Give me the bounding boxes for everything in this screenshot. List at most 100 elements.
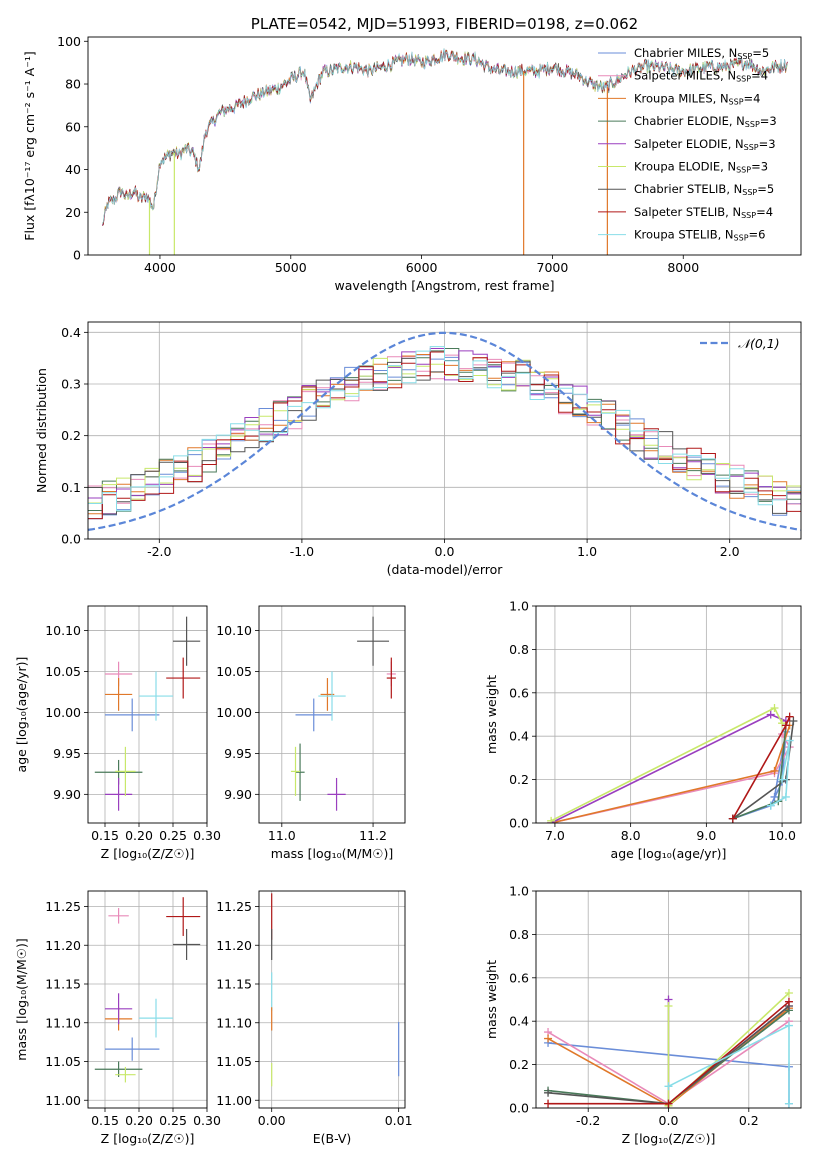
legend-entry: Salpeter ELODIE, NSSP=3 — [634, 137, 776, 152]
y-tick-label: 0.8 — [509, 642, 529, 657]
y-tick-label: 11.10 — [216, 1015, 252, 1030]
x-tick-label: 8000 — [667, 260, 699, 275]
legend-entry: Chabrier ELODIE, NSSP=3 — [634, 114, 777, 129]
y-tick-label: 11.05 — [216, 1054, 252, 1069]
x-tick-label: 8.0 — [621, 828, 641, 843]
x-tick-label: 4000 — [144, 260, 176, 275]
y-tick-label: 11.10 — [45, 1015, 81, 1030]
x-axis-label: Z [log₁₀(Z/Z☉)] — [101, 846, 195, 861]
x-tick-label: 0.0 — [435, 544, 455, 559]
weight-marker — [664, 1099, 673, 1108]
y-tick-label: 10.05 — [45, 664, 81, 679]
y-tick-label: 11.15 — [45, 977, 81, 992]
x-axis-label: Z [log₁₀(Z/Z☉)] — [101, 1131, 195, 1146]
legend-entry: Salpeter STELIB, NSSP=4 — [634, 205, 773, 220]
legend-entry: Chabrier STELIB, NSSP=5 — [634, 182, 774, 197]
y-tick-label: 100 — [57, 34, 81, 49]
y-tick-label: 9.90 — [224, 787, 252, 802]
weight-marker — [728, 814, 737, 823]
y-axis-label: Normed distribution — [34, 368, 49, 493]
error-bar-point — [108, 908, 129, 924]
x-tick-label: 0.0 — [659, 1113, 679, 1128]
axes-frame — [87, 890, 208, 1109]
error-bar-point — [386, 657, 396, 699]
error-bar-point — [166, 897, 201, 936]
panel-8: -0.2 0.0 0.2 0.0 0.2 0.4 0.6 0.8 1.0 Z [log₁₀(Z/Z… — [484, 884, 802, 1146]
y-tick-label: 80 — [65, 77, 81, 92]
x-tick-label: 0.25 — [159, 1113, 187, 1128]
x-tick-label: -0.2 — [576, 1113, 600, 1128]
weight-marker — [664, 1002, 673, 1011]
histogram-step — [88, 351, 801, 520]
y-tick-label: 11.00 — [216, 1093, 252, 1108]
weight-marker — [784, 1099, 793, 1108]
panel-3: 0.15 0.20 0.25 0.30 9.90 9.95 10.00 10.05 10.10 Z… — [14, 605, 221, 861]
weight-line — [550, 733, 791, 823]
y-tick-label: 9.90 — [53, 787, 81, 802]
weight-marker — [784, 988, 793, 997]
y-tick-label: 11.15 — [216, 977, 252, 992]
y-tick-label: 10.00 — [45, 705, 81, 720]
x-tick-label: 0.20 — [125, 1113, 153, 1128]
legend-entry: Kroupa MILES, NSSP=4 — [634, 91, 760, 106]
x-tick-label: 0.30 — [193, 828, 221, 843]
x-tick-label: -1.0 — [290, 544, 314, 559]
y-axis-label: age [log₁₀(age/yr)] — [14, 657, 29, 773]
panel-1: 4000 5000 6000 7000 8000 0 20 40 60 80 100 PLATE=05… — [22, 15, 802, 293]
error-bar-point — [173, 616, 201, 666]
weight-marker — [789, 717, 798, 726]
y-tick-label: 0.6 — [509, 685, 529, 700]
error-bar-point — [327, 777, 346, 811]
plot-area — [94, 897, 201, 1083]
y-tick-label: 9.95 — [224, 746, 252, 761]
error-bar-point — [105, 1037, 160, 1061]
x-tick-label: 5000 — [275, 260, 307, 275]
y-tick-label: 10.00 — [216, 705, 252, 720]
x-tick-label: 1.0 — [577, 544, 597, 559]
weight-marker — [770, 703, 779, 712]
weight-marker — [785, 712, 794, 721]
panel-7: 0.00 0.01 11.00 11.05 11.10 11.15 11.20 11.25 E(… — [216, 890, 413, 1146]
legend-entry: Kroupa ELODIE, NSSP=3 — [634, 160, 768, 175]
weight-marker — [664, 1082, 673, 1091]
x-tick-label: 0.20 — [125, 828, 153, 843]
y-tick-label: 0.2 — [509, 1057, 529, 1072]
y-tick-label: 0.0 — [509, 1101, 529, 1116]
axes-frame — [258, 890, 406, 1109]
axes-frame — [535, 605, 802, 824]
y-tick-label: 0.0 — [61, 532, 81, 547]
plot-area — [102, 48, 788, 255]
x-tick-label: 0.15 — [91, 1113, 119, 1128]
error-bar-point — [105, 678, 133, 711]
plot-area — [94, 616, 201, 811]
panel-2: -2.0 -1.0 0.0 1.0 2.0 0.0 0.1 0.2 0.3 0.4 (data-mo… — [34, 321, 802, 577]
x-tick-label: 0.00 — [258, 1113, 286, 1128]
x-tick-label: 7.0 — [545, 828, 565, 843]
legend-entry: Chabrier MILES, NSSP=5 — [634, 46, 769, 61]
x-tick-label: 10.0 — [768, 828, 796, 843]
error-bar-point — [105, 993, 133, 1025]
weight-marker — [770, 792, 779, 801]
x-tick-label: 6000 — [406, 260, 438, 275]
y-tick-label: 1.0 — [509, 599, 529, 614]
y-tick-label: 10.10 — [45, 623, 81, 638]
y-tick-label: 0.2 — [61, 428, 81, 443]
y-tick-label: 9.95 — [53, 746, 81, 761]
weight-line — [770, 740, 791, 807]
error-bar-point — [105, 777, 133, 811]
y-tick-label: 0.1 — [61, 480, 81, 495]
weight-marker — [544, 1088, 553, 1097]
x-tick-label: 0.25 — [159, 828, 187, 843]
plot-area — [547, 703, 798, 823]
y-axis-label: Flux [fλ10⁻¹⁷ erg cm⁻² s⁻¹ A⁻¹] — [22, 51, 37, 240]
weight-line — [550, 713, 787, 823]
y-tick-label: 0.6 — [509, 970, 529, 985]
y-axis-label: mass [log₁₀(M/M☉)] — [14, 938, 29, 1060]
weight-line — [550, 725, 791, 823]
weight-marker — [781, 792, 790, 801]
error-bar-point — [115, 1066, 136, 1083]
y-tick-label: 10.05 — [216, 664, 252, 679]
plot-area — [88, 331, 801, 531]
y-tick-label: 11.25 — [45, 899, 81, 914]
gaussian-curve — [88, 331, 801, 531]
